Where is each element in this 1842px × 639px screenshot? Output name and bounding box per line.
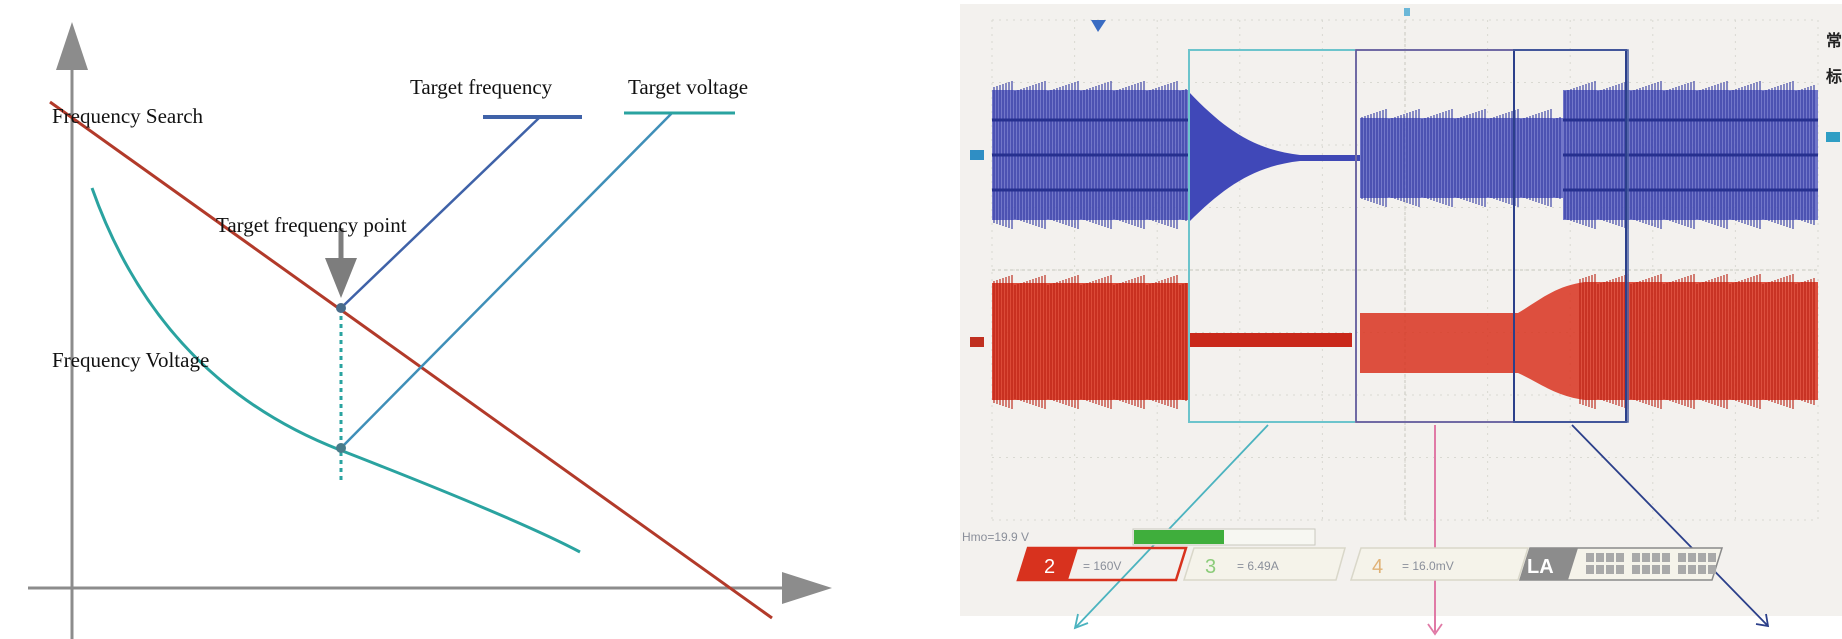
right-edge-marker-icon xyxy=(1826,132,1840,142)
acquisition-progress-fill xyxy=(1134,530,1224,544)
steady-state-pointer-arrow-icon xyxy=(1427,623,1443,636)
channel-3-badge: 3 = 6.49A xyxy=(1182,547,1346,581)
logic-bit xyxy=(1698,553,1706,562)
logic-analyzer-label: LA xyxy=(1527,556,1554,578)
logic-bit xyxy=(1616,565,1624,574)
recovery-pointer-arrow-icon xyxy=(1755,613,1770,628)
frequency-search-diagram: Frequency Search Target frequency Target… xyxy=(28,22,832,639)
channel-2-value: = 160V xyxy=(1083,559,1121,573)
logic-bit xyxy=(1632,553,1640,562)
logic-bit xyxy=(1662,553,1670,562)
logic-bit xyxy=(1596,565,1604,574)
channel-4-value: = 16.0mV xyxy=(1402,559,1454,573)
logic-bit xyxy=(1708,553,1716,562)
frequency-search-label: Frequency Search xyxy=(52,104,204,128)
target-voltage-label: Target voltage xyxy=(628,75,748,99)
target-point-arrow-head xyxy=(325,258,357,298)
channel-3-value: = 6.49A xyxy=(1237,559,1279,573)
transient-pointer-line xyxy=(1074,424,1269,629)
frequency-voltage-curve xyxy=(90,187,581,554)
recovery-pointer-line xyxy=(1571,424,1769,627)
trigger-marker-icon xyxy=(1091,20,1106,32)
logic-bit-indicators xyxy=(1586,553,1716,574)
logic-bit xyxy=(1708,565,1716,574)
y-axis-arrowhead xyxy=(56,22,88,70)
red-channel-trace xyxy=(992,274,1818,409)
logic-bit xyxy=(1652,553,1660,562)
frequency-voltage-point-marker xyxy=(336,443,346,453)
channel-2-badge: 2 = 160V xyxy=(1016,546,1188,582)
target-frequency-label: Target frequency xyxy=(410,75,553,99)
logic-bit xyxy=(1586,565,1594,574)
logic-bit xyxy=(1632,565,1640,574)
target-frequency-point-label: Target frequency point xyxy=(216,213,407,237)
frequency-search-line xyxy=(49,100,773,620)
channel-4-badge: 4 = 16.0mV xyxy=(1349,547,1530,581)
logic-bit xyxy=(1698,565,1706,574)
blue-decay-envelope xyxy=(1189,92,1355,222)
transient-pointer-arrow-icon xyxy=(1073,613,1089,630)
logic-bit xyxy=(1642,553,1650,562)
channel-4-number: 4 xyxy=(1372,556,1383,578)
trigger-position-marker-icon xyxy=(1404,8,1410,16)
channel-2-number: 2 xyxy=(1044,556,1055,578)
logic-bit xyxy=(1606,565,1614,574)
frequency-voltage-label: Frequency Voltage xyxy=(52,348,209,372)
blue-channel-marker-icon xyxy=(970,150,984,160)
logic-bit xyxy=(1586,553,1594,562)
logic-bit xyxy=(1642,565,1650,574)
oscilloscope-screenshot: Hmo=19.9 V 2 = 160V 3 = 6.49A 4 = 16.0mV… xyxy=(960,4,1842,636)
logic-bit xyxy=(1688,553,1696,562)
side-label-1: 常 xyxy=(1826,31,1842,50)
target-frequency-point-marker xyxy=(336,303,346,313)
logic-bit xyxy=(1678,565,1686,574)
logic-bit xyxy=(1616,553,1624,562)
recovery-inner-box xyxy=(1355,49,1629,423)
channel-3-number: 3 xyxy=(1205,556,1216,578)
red-channel-marker-icon xyxy=(970,337,984,347)
side-label-2: 标 xyxy=(1825,67,1842,86)
target-frequency-line xyxy=(340,116,541,309)
logic-bit xyxy=(1606,553,1614,562)
logic-bit xyxy=(1662,565,1670,574)
blue-channel-trace xyxy=(992,81,1818,229)
logic-bit xyxy=(1688,565,1696,574)
x-axis-arrowhead xyxy=(782,572,832,604)
logic-bit xyxy=(1596,553,1604,562)
measurement-readout: Hmo=19.9 V xyxy=(962,530,1029,544)
target-voltage-line xyxy=(340,112,673,449)
logic-analyzer-badge: LA xyxy=(1518,547,1724,581)
logic-bit xyxy=(1652,565,1660,574)
logic-bit xyxy=(1678,553,1686,562)
